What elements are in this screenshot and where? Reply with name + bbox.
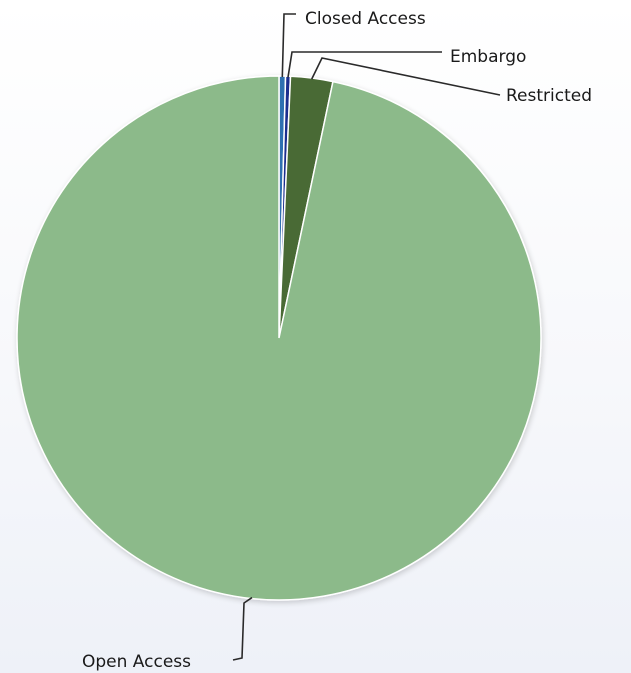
slice-labels: Closed Access Embargo Restricted Open Ac… — [82, 9, 592, 672]
pie-slices — [16, 75, 542, 601]
pie-slice-open-access — [16, 75, 542, 601]
slice-label-closed-access: Closed Access — [305, 9, 426, 29]
leader-line-open-access — [232, 596, 253, 661]
slice-label-restricted: Restricted — [506, 86, 592, 106]
leader-line-restricted — [310, 57, 501, 96]
leader-lines — [232, 13, 501, 661]
slice-label-open-access: Open Access — [82, 652, 191, 672]
leader-line-embargo — [287, 51, 442, 78]
slice-label-embargo: Embargo — [450, 47, 526, 67]
leader-line-closed-access — [281, 13, 296, 78]
